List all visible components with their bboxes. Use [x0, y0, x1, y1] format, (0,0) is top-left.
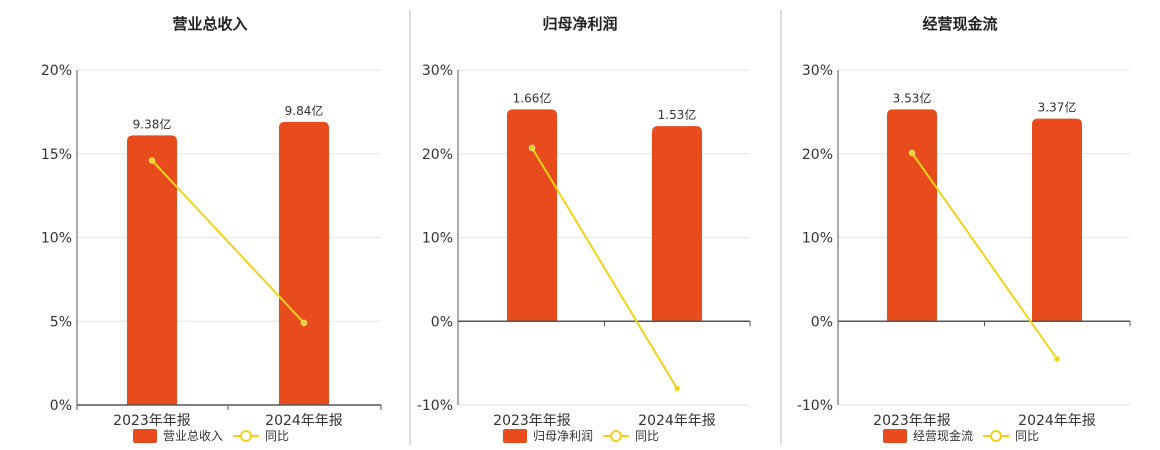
y-tick-label: 20%	[802, 147, 833, 163]
legend-swatch-bar	[133, 429, 157, 443]
chart-panel: 营业总收入 0% 5% 10% 15% 20% 9.38亿 9.84亿 2023年年报 2024年…	[41, 15, 382, 443]
y-tick-label: 30%	[422, 63, 453, 79]
y-tick-label: 10%	[802, 231, 833, 247]
bar-value-label: 1.66亿	[513, 90, 552, 105]
bar-value-label: 3.37亿	[1038, 100, 1077, 115]
x-category-label: 2024年年报	[265, 413, 343, 429]
yoy-line	[531, 147, 678, 389]
legend: 归母净利润 同比	[503, 429, 659, 443]
legend: 营业总收入 同比	[133, 429, 289, 443]
x-category-label: 2024年年报	[1018, 413, 1096, 429]
x-category-label: 2023年年报	[113, 413, 191, 429]
bar-value-label: 1.53亿	[658, 107, 697, 122]
legend-label: 同比	[265, 429, 289, 443]
bar-value-label: 9.38亿	[133, 116, 172, 131]
yoy-point	[1053, 355, 1061, 363]
x-category-label: 2023年年报	[493, 413, 571, 429]
legend: 经营现金流 同比	[883, 428, 1039, 443]
bar-value-label: 9.84亿	[285, 103, 324, 118]
y-tick-label: 15%	[41, 147, 72, 163]
x-category-label: 2024年年报	[638, 413, 716, 429]
legend-label: 同比	[635, 429, 659, 443]
chart-title: 营业总收入	[172, 15, 247, 33]
chart-title: 归母净利润	[542, 15, 617, 33]
y-tick-label: 20%	[41, 63, 72, 79]
y-tick-label: 5%	[50, 314, 72, 330]
y-tick-label: -10%	[797, 398, 833, 414]
chart-panel: 经营现金流 -10% 0% 10% 20% 30% 3.53亿 3.37亿 2023年年报 202…	[797, 15, 1131, 443]
legend-swatch-marker	[990, 430, 1002, 442]
y-tick-label: 10%	[422, 231, 453, 247]
y-tick-label: 0%	[50, 398, 72, 414]
yoy-line	[151, 159, 305, 324]
bar	[1032, 118, 1082, 322]
bar	[887, 109, 937, 322]
y-tick-label: 20%	[422, 147, 453, 163]
legend-swatch-bar	[883, 429, 907, 443]
chart-title: 经营现金流	[922, 15, 997, 33]
x-category-label: 2023年年报	[873, 413, 951, 429]
y-tick-label: 30%	[802, 63, 833, 79]
bar	[127, 135, 177, 405]
legend-label: 营业总收入	[163, 429, 223, 443]
yoy-point	[908, 149, 916, 157]
bar	[279, 121, 329, 406]
legend-label: 同比	[1015, 429, 1039, 443]
bar-value-label: 3.53亿	[893, 90, 932, 105]
yoy-point	[300, 319, 308, 327]
chart-panel: 归母净利润 -10% 0% 10% 20% 30% 1.66亿 1.53亿 2023年年报 202…	[417, 15, 751, 443]
yoy-line	[911, 152, 1058, 360]
y-tick-label: -10%	[417, 398, 453, 414]
bar	[652, 126, 702, 322]
legend-swatch-bar	[503, 429, 527, 443]
yoy-point	[528, 144, 536, 152]
yoy-point	[673, 385, 681, 392]
legend-swatch-marker	[240, 430, 252, 442]
y-tick-label: 0%	[431, 314, 453, 330]
yoy-point	[148, 157, 156, 164]
legend-label: 归母净利润	[533, 429, 593, 443]
y-tick-label: 0%	[811, 314, 833, 330]
legend-swatch-marker	[610, 430, 622, 442]
y-tick-label: 10%	[41, 231, 72, 247]
bar	[507, 109, 557, 322]
legend-label: 经营现金流	[913, 428, 973, 443]
